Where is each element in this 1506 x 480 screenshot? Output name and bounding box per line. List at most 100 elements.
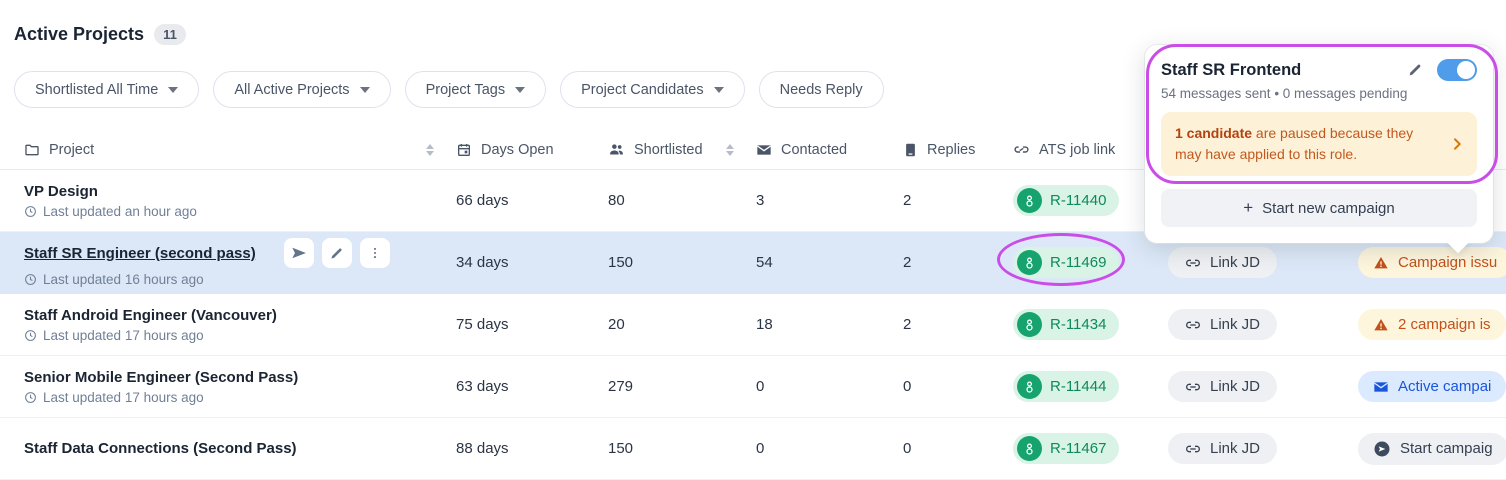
filter-shortlisted-all-time[interactable]: Shortlisted All Time (14, 71, 200, 108)
paused-candidates-warning[interactable]: 1 candidate are paused because they may … (1161, 112, 1477, 176)
campaign-issue-status[interactable]: 2 campaign is (1358, 309, 1506, 340)
last-updated-text: Last updated 17 hours ago (43, 327, 204, 343)
filter-project-candidates[interactable]: Project Candidates (560, 71, 745, 108)
column-label: Project (49, 141, 95, 158)
project-title-link[interactable]: Staff Android Engineer (Vancouver) (24, 306, 277, 324)
contacted-value: 18 (756, 316, 773, 333)
chevron-right-icon[interactable] (1449, 136, 1465, 152)
status-label: Active campai (1398, 378, 1492, 395)
warning-rest: are paused because they may have applied… (1175, 125, 1414, 162)
link-jd-button[interactable]: Link JD (1168, 371, 1278, 402)
link-jd-cell: Link JD (1160, 371, 1350, 402)
column-header-ats-job-link[interactable]: ATS job link (1005, 141, 1160, 158)
project-title-link[interactable]: VP Design (24, 182, 98, 200)
send-circle-icon (1373, 440, 1391, 458)
start-new-campaign-button[interactable]: + Start new campaign (1161, 189, 1477, 227)
filter-label: Project Tags (425, 81, 506, 98)
ats-badge[interactable]: R-11467 (1013, 433, 1120, 464)
link-jd-label: Link JD (1210, 254, 1261, 271)
campaign-stats: 54 messages sent • 0 messages pending (1161, 86, 1408, 101)
active-campaign-status[interactable]: Active campai (1358, 371, 1506, 402)
campaign-issue-status[interactable]: Campaign issu (1358, 247, 1506, 278)
link-jd-label: Link JD (1210, 440, 1261, 457)
status-cell: 2 campaign is (1350, 309, 1506, 340)
ats-job-link-cell: R-11434 (1005, 309, 1160, 340)
sort-icon[interactable] (426, 143, 434, 156)
warning-count: 1 candidate (1175, 125, 1253, 141)
ats-badge[interactable]: R-11444 (1013, 371, 1120, 402)
chevron-down-icon (713, 86, 724, 93)
campaign-popover: Staff SR Frontend 54 messages sent • 0 m… (1145, 45, 1493, 254)
column-header-days-open[interactable]: Days Open (448, 142, 600, 158)
more-options-button[interactable] (359, 238, 390, 268)
column-label: Replies (927, 141, 976, 158)
contacted-value: 54 (756, 254, 773, 271)
filter-label: All Active Projects (234, 81, 350, 98)
project-title-link[interactable]: Staff SR Engineer (second pass) (24, 244, 256, 262)
link-jd-button[interactable]: Link JD (1168, 247, 1278, 278)
ats-id: R-11469 (1050, 254, 1107, 271)
sort-icon[interactable] (726, 143, 734, 156)
start-campaign-status[interactable]: Start campaig (1358, 432, 1506, 465)
ats-badge[interactable]: R-11440 (1013, 185, 1120, 216)
calendar-icon (456, 142, 472, 158)
plus-icon: + (1243, 198, 1254, 217)
clock-icon (24, 329, 37, 342)
row-actions (283, 238, 390, 268)
warning-triangle-icon (1373, 317, 1389, 333)
link-jd-cell: Link JD (1160, 247, 1350, 278)
link-jd-label: Link JD (1210, 316, 1261, 333)
link-icon (1185, 441, 1201, 457)
shortlisted-value: 20 (608, 316, 625, 333)
project-title-link[interactable]: Staff Data Connections (Second Pass) (24, 440, 297, 457)
last-updated-text: Last updated an hour ago (43, 203, 197, 219)
table-header-row: Project Days Open Shortlisted Contacted (0, 130, 1506, 170)
ats-badge[interactable]: R-11469 (1013, 247, 1120, 278)
status-cell: Active campai (1350, 371, 1506, 402)
filter-label: Project Candidates (581, 81, 704, 98)
campaign-toggle[interactable] (1437, 59, 1477, 81)
ats-id: R-11444 (1050, 378, 1107, 395)
page-title: Active Projects (14, 24, 145, 44)
table-row-staff-data-connections[interactable]: Staff Data Connections (Second Pass) 88 … (0, 418, 1506, 480)
send-button[interactable] (283, 238, 314, 268)
edit-button[interactable] (321, 238, 352, 268)
days-open-value: 34 days (456, 254, 509, 271)
chevron-down-icon (168, 86, 179, 93)
contacted-value: 0 (756, 440, 765, 457)
start-new-campaign-label: Start new campaign (1262, 199, 1395, 217)
warning-text: 1 candidate are paused because they may … (1175, 123, 1439, 165)
link-icon (1185, 255, 1201, 271)
last-updated-text: Last updated 16 hours ago (43, 272, 204, 287)
table-row-staff-android-engineer[interactable]: Staff Android Engineer (Vancouver) Last … (0, 294, 1506, 356)
link-jd-button[interactable]: Link JD (1168, 309, 1278, 340)
chevron-down-icon (515, 86, 526, 93)
clock-icon (24, 273, 37, 286)
link-jd-label: Link JD (1210, 378, 1261, 395)
folder-icon (24, 142, 40, 158)
replies-value: 2 (903, 192, 912, 209)
shortlisted-value: 150 (608, 254, 634, 271)
project-title-link[interactable]: Senior Mobile Engineer (Second Pass) (24, 368, 299, 386)
phone-icon (903, 142, 918, 158)
table-row-senior-mobile-engineer[interactable]: Senior Mobile Engineer (Second Pass) Las… (0, 356, 1506, 418)
filter-all-active-projects[interactable]: All Active Projects (213, 71, 391, 108)
filter-project-tags[interactable]: Project Tags (404, 71, 547, 108)
filter-needs-reply[interactable]: Needs Reply (758, 71, 884, 108)
status-label: Campaign issu (1398, 254, 1498, 271)
column-header-replies[interactable]: Replies (895, 142, 1005, 158)
envelope-icon (756, 142, 772, 158)
filter-bar: Shortlisted All Time All Active Projects… (0, 45, 1506, 108)
project-cell: Staff Data Connections (Second Pass) (0, 440, 448, 457)
column-header-contacted[interactable]: Contacted (748, 142, 895, 158)
page-header: Active Projects 11 (0, 0, 1506, 45)
column-header-shortlisted[interactable]: Shortlisted (600, 141, 748, 158)
last-updated: Last updated 16 hours ago (24, 272, 448, 287)
link-jd-button[interactable]: Link JD (1168, 433, 1278, 464)
column-header-project[interactable]: Project (0, 142, 448, 158)
edit-campaign-icon[interactable] (1407, 62, 1423, 78)
greenhouse-icon (1017, 188, 1042, 213)
ats-badge[interactable]: R-11434 (1013, 309, 1120, 340)
greenhouse-icon (1017, 436, 1042, 461)
filter-label: Shortlisted All Time (35, 81, 159, 98)
